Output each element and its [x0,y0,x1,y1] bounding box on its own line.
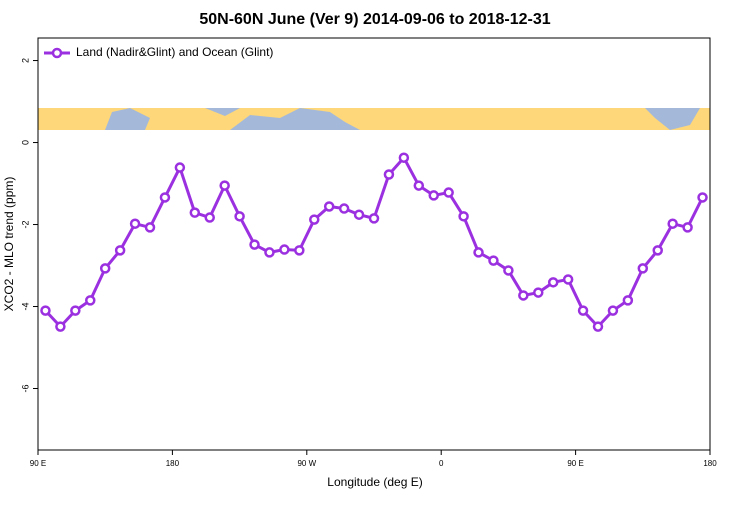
data-point [547,277,559,288]
data-point [309,214,320,225]
data-point [533,287,544,298]
x-tick-label: 180 [166,459,180,468]
legend-label: Land (Nadir&Glint) and Ocean (Glint) [76,45,273,59]
data-point [219,180,230,191]
data-point [592,321,604,332]
data-point [55,321,66,332]
x-axis-label: Longitude (deg E) [327,475,422,489]
y-tick-label: 0 [20,140,30,145]
data-point [249,239,260,250]
data-point [70,305,81,316]
data-point [413,180,425,191]
data-point [562,274,574,285]
data-point [85,295,96,306]
data-point [488,255,499,266]
data-point [40,305,51,316]
y-tick-label: -4 [20,303,30,311]
data-point [189,207,201,218]
data-point [353,209,365,220]
data-point [99,263,111,274]
data-point [368,213,380,224]
data-point [607,305,619,316]
y-axis-label: XCO2 - MLO trend (ppm) [2,177,16,312]
chart-title: 50N-60N June (Ver 9) 2014-09-06 to 2018-… [199,11,550,28]
data-point [428,190,439,201]
data-point [398,152,410,163]
data-point [443,187,454,198]
data-point [174,162,186,173]
data-point [503,265,514,276]
data-point [264,247,275,258]
data-point [697,192,708,203]
data-point [338,203,350,214]
y-tick-label: -6 [20,384,30,392]
data-line [44,155,704,329]
data-point [279,244,290,255]
data-point [234,211,245,222]
data-point [667,218,678,229]
data-point [159,192,171,203]
plot-frame [37,37,711,451]
legend-marker [51,47,63,59]
data-point [473,247,484,258]
data-point [294,245,305,256]
x-tick-label: 90 E [567,459,583,468]
x-tick-label: 0 [439,459,444,468]
x-tick-label: 90 W [297,459,316,468]
y-tick-label: 2 [20,58,30,63]
data-point [129,218,141,229]
map-strip [38,108,710,130]
data-point [682,222,693,233]
data-point [458,211,469,222]
x-tick-label: 180 [703,459,717,468]
x-tick-label: 90 E [30,459,46,468]
data-point [323,201,335,212]
data-point [652,245,663,256]
data-point [518,290,529,301]
data-point [144,222,156,233]
data-point [577,305,589,316]
data-point [114,245,126,256]
data-point [637,263,649,274]
data-point [204,212,215,223]
data-point [383,169,395,180]
y-tick-label: -2 [20,221,30,229]
data-point [622,295,634,306]
